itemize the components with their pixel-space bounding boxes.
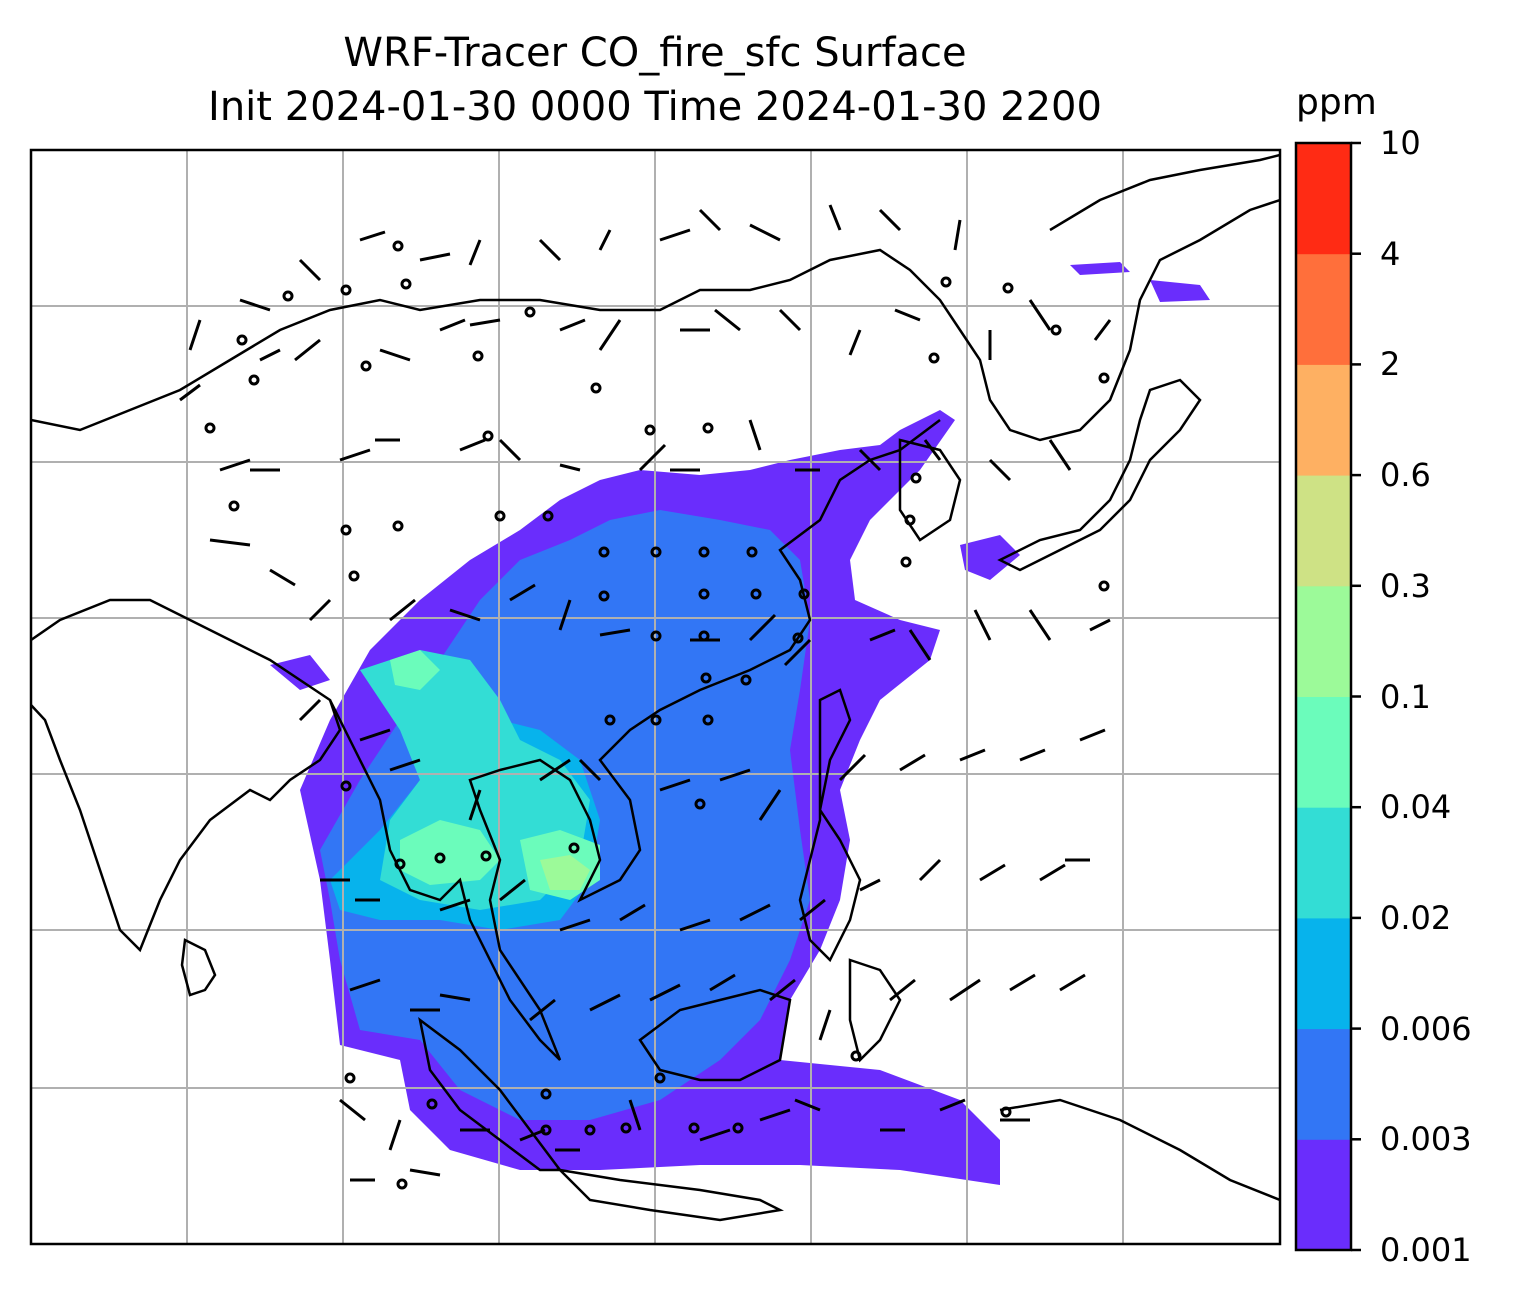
colorbar-tick-label: 0.04 bbox=[1380, 788, 1452, 827]
colorbar-tick-label: 0.3 bbox=[1380, 566, 1431, 605]
coastlines bbox=[31, 153, 1280, 1222]
kamchatka bbox=[1049, 153, 1280, 232]
colorbar-segment bbox=[1296, 143, 1351, 255]
map-area bbox=[31, 150, 1280, 1244]
sumatra bbox=[418, 1017, 563, 1172]
colorbar-segment bbox=[1296, 807, 1351, 919]
india-coast bbox=[31, 598, 342, 953]
colorbar-segment bbox=[1296, 917, 1351, 1030]
colorbar-segment bbox=[1296, 585, 1351, 697]
colorbar-tick-label: 4 bbox=[1380, 234, 1401, 273]
colorbar-tick-label: 0.001 bbox=[1380, 1231, 1472, 1269]
map-title-line1: WRF-Tracer CO_fire_sfc Surface bbox=[343, 30, 967, 76]
japan bbox=[997, 378, 1202, 572]
gridlines bbox=[31, 150, 1280, 1244]
new-guinea bbox=[999, 1098, 1280, 1202]
map-border bbox=[29, 148, 1282, 1246]
plume-level-6 bbox=[540, 855, 590, 890]
colorbar-segment bbox=[1296, 364, 1351, 476]
indochina-coast bbox=[328, 419, 941, 1061]
colorbar-tick-label: 2 bbox=[1380, 345, 1401, 384]
sri-lanka bbox=[180, 938, 217, 997]
colorbar-tick-label: 0.02 bbox=[1380, 898, 1452, 937]
colorbar-tick-label: 0.006 bbox=[1380, 1009, 1472, 1048]
concentration-field bbox=[270, 262, 1210, 1185]
sulawesi bbox=[848, 958, 902, 1063]
colorbar-segment bbox=[1296, 696, 1351, 808]
colorbar-segment bbox=[1296, 475, 1351, 587]
colorbar-tick-label: 10 bbox=[1380, 124, 1421, 162]
calm-wind-circles bbox=[204, 240, 1110, 1190]
colorbar bbox=[1294, 141, 1361, 1252]
korea bbox=[898, 438, 962, 542]
map-title-line2: Init 2024-01-30 0000 Time 2024-01-30 220… bbox=[208, 84, 1102, 130]
borneo bbox=[638, 988, 792, 1082]
colorbar-tick-label: 0.6 bbox=[1380, 456, 1431, 495]
china-coast bbox=[31, 198, 1280, 442]
colorbar-unit-label: ppm bbox=[1296, 82, 1377, 123]
colorbar-tick-label: 0.003 bbox=[1380, 1120, 1472, 1159]
colorbar-segment bbox=[1296, 253, 1351, 365]
wind-barbs bbox=[179, 204, 1112, 1182]
plume-level-5 bbox=[390, 650, 600, 900]
java bbox=[556, 1168, 784, 1222]
colorbar-segment bbox=[1296, 1139, 1351, 1251]
colorbar-segment bbox=[1296, 1028, 1351, 1140]
colorbar-tick-label: 0.1 bbox=[1380, 677, 1431, 716]
philippines bbox=[798, 688, 862, 963]
